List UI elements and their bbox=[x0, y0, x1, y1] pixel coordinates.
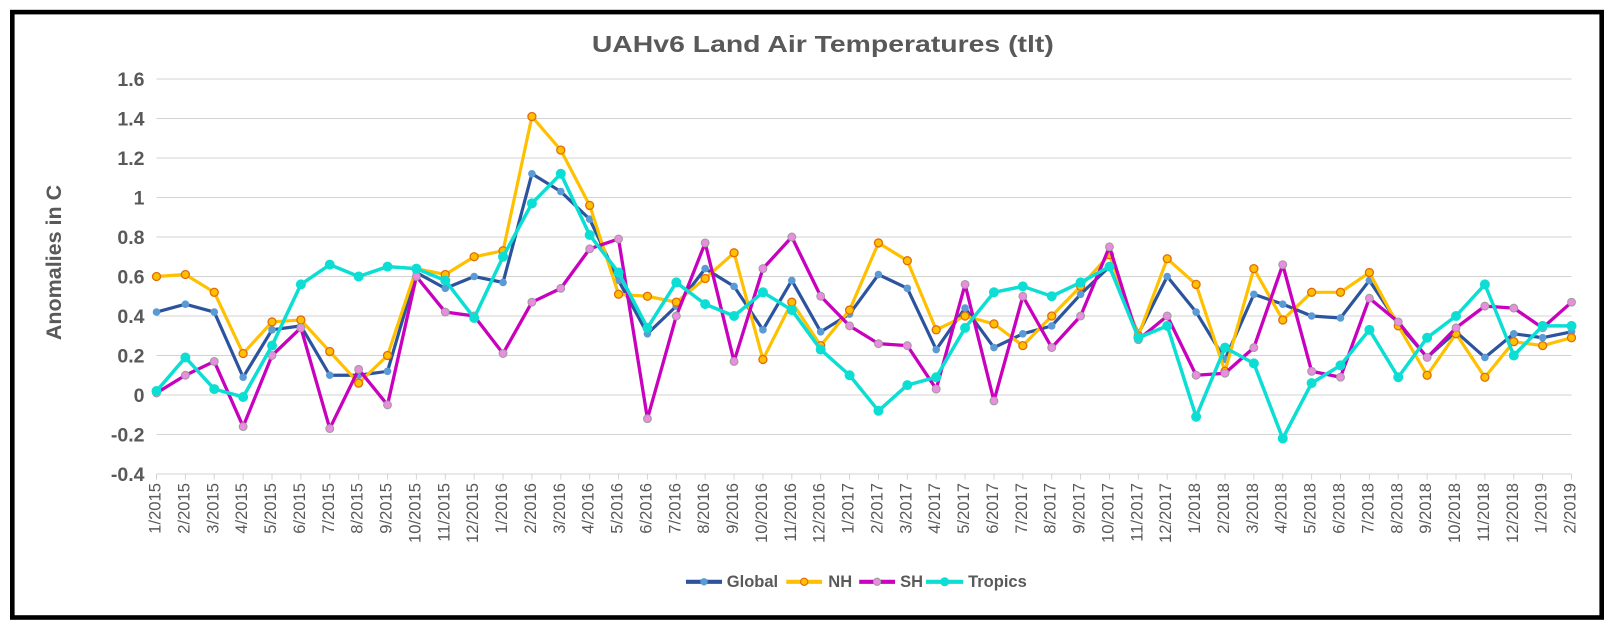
svg-text:12/2018: 12/2018 bbox=[1503, 483, 1522, 543]
svg-text:1.4: 1.4 bbox=[117, 109, 144, 131]
svg-text:6/2016: 6/2016 bbox=[636, 483, 655, 534]
svg-text:10/2018: 10/2018 bbox=[1445, 483, 1464, 543]
svg-text:5/2017: 5/2017 bbox=[954, 483, 973, 534]
svg-text:0.6: 0.6 bbox=[117, 267, 144, 289]
svg-text:12/2017: 12/2017 bbox=[1156, 483, 1175, 543]
svg-text:1/2019: 1/2019 bbox=[1532, 483, 1551, 534]
svg-text:11/2018: 11/2018 bbox=[1474, 483, 1493, 542]
svg-text:3/2018: 3/2018 bbox=[1243, 483, 1262, 534]
svg-text:0: 0 bbox=[134, 385, 145, 407]
svg-text:0.4: 0.4 bbox=[117, 306, 144, 328]
svg-text:8/2018: 8/2018 bbox=[1387, 483, 1406, 534]
svg-text:2/2015: 2/2015 bbox=[174, 483, 193, 534]
svg-text:UAHv6 Land Air Temperatures (t: UAHv6 Land Air Temperatures (tlt) bbox=[592, 30, 1054, 57]
svg-text:Anomalies in C: Anomalies in C bbox=[42, 185, 66, 340]
svg-text:1/2018: 1/2018 bbox=[1185, 483, 1204, 534]
svg-text:6/2018: 6/2018 bbox=[1330, 483, 1349, 534]
svg-text:1/2017: 1/2017 bbox=[839, 483, 858, 534]
svg-text:2/2016: 2/2016 bbox=[521, 483, 540, 534]
svg-text:7/2015: 7/2015 bbox=[319, 483, 338, 534]
svg-text:Tropics: Tropics bbox=[968, 573, 1027, 591]
svg-text:11/2017: 11/2017 bbox=[1127, 483, 1146, 542]
svg-text:2/2019: 2/2019 bbox=[1561, 483, 1580, 534]
svg-text:NH: NH bbox=[828, 573, 852, 591]
svg-text:0.8: 0.8 bbox=[117, 227, 144, 249]
svg-text:7/2017: 7/2017 bbox=[1012, 483, 1031, 534]
svg-text:10/2017: 10/2017 bbox=[1098, 483, 1117, 543]
svg-text:5/2016: 5/2016 bbox=[608, 483, 627, 534]
svg-text:9/2015: 9/2015 bbox=[377, 483, 396, 534]
svg-text:8/2016: 8/2016 bbox=[694, 483, 713, 534]
svg-text:12/2015: 12/2015 bbox=[463, 483, 482, 543]
svg-text:10/2016: 10/2016 bbox=[752, 483, 771, 543]
svg-text:4/2015: 4/2015 bbox=[232, 483, 251, 534]
svg-text:1/2015: 1/2015 bbox=[146, 483, 165, 534]
svg-text:2/2018: 2/2018 bbox=[1214, 483, 1233, 534]
svg-text:3/2017: 3/2017 bbox=[896, 483, 915, 534]
svg-text:Global: Global bbox=[727, 573, 778, 591]
svg-text:11/2015: 11/2015 bbox=[434, 483, 453, 542]
svg-text:SH: SH bbox=[900, 573, 923, 591]
svg-text:7/2018: 7/2018 bbox=[1358, 483, 1377, 534]
svg-text:-0.2: -0.2 bbox=[111, 425, 145, 447]
svg-text:7/2016: 7/2016 bbox=[665, 483, 684, 534]
svg-text:0.2: 0.2 bbox=[117, 346, 144, 368]
svg-text:8/2015: 8/2015 bbox=[348, 483, 367, 534]
svg-text:12/2016: 12/2016 bbox=[810, 483, 829, 543]
svg-text:-0.4: -0.4 bbox=[111, 464, 145, 486]
svg-text:9/2016: 9/2016 bbox=[723, 483, 742, 534]
svg-text:1: 1 bbox=[134, 188, 145, 210]
svg-text:1.2: 1.2 bbox=[117, 148, 144, 170]
svg-text:5/2018: 5/2018 bbox=[1301, 483, 1320, 534]
svg-text:1.6: 1.6 bbox=[117, 69, 144, 91]
svg-text:6/2017: 6/2017 bbox=[983, 483, 1002, 534]
svg-text:8/2017: 8/2017 bbox=[1041, 483, 1060, 534]
svg-text:9/2017: 9/2017 bbox=[1070, 483, 1089, 534]
svg-text:11/2016: 11/2016 bbox=[781, 483, 800, 542]
svg-text:3/2015: 3/2015 bbox=[203, 483, 222, 534]
svg-text:4/2016: 4/2016 bbox=[579, 483, 598, 534]
svg-text:5/2015: 5/2015 bbox=[261, 483, 280, 534]
svg-text:10/2015: 10/2015 bbox=[405, 483, 424, 543]
svg-text:1/2016: 1/2016 bbox=[492, 483, 511, 534]
svg-text:3/2016: 3/2016 bbox=[550, 483, 569, 534]
svg-text:6/2015: 6/2015 bbox=[290, 483, 309, 534]
svg-text:4/2017: 4/2017 bbox=[925, 483, 944, 534]
svg-text:4/2018: 4/2018 bbox=[1272, 483, 1291, 534]
svg-text:9/2018: 9/2018 bbox=[1416, 483, 1435, 534]
svg-text:2/2017: 2/2017 bbox=[867, 483, 886, 534]
